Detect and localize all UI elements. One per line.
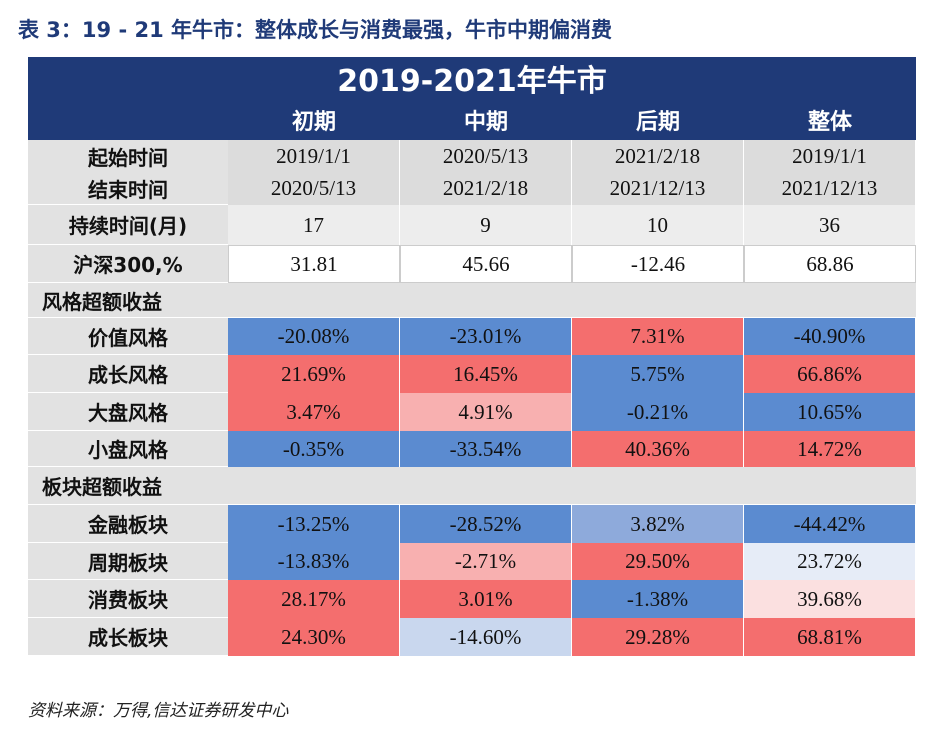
cell: 66.86% [744,355,916,393]
cell: 2021/12/13 [572,172,744,205]
cell: 3.82% [572,505,744,543]
cell: 14.72% [744,431,916,467]
column-header: 后期 [572,99,744,140]
row-label: 持续时间(月) [28,205,228,245]
cell: 3.01% [400,580,572,618]
cell: -1.38% [572,580,744,618]
cell: -13.83% [228,543,400,580]
row-label: 起始时间 [28,140,228,172]
section-row: 板块超额收益 [28,467,916,505]
row-label: 小盘风格 [28,431,228,467]
cell: 3.47% [228,393,400,431]
cell: -33.54% [400,431,572,467]
cell: -28.52% [400,505,572,543]
row-label: 结束时间 [28,172,228,205]
row-label: 周期板块 [28,543,228,580]
cell: -14.60% [400,618,572,656]
cell: -12.46 [572,245,744,283]
row-label: 消费板块 [28,580,228,618]
source: 资料来源：万得,信达证券研发中心 [28,701,289,721]
cell: 23.72% [744,543,916,580]
cell: 16.45% [400,355,572,393]
cell: 2021/12/13 [744,172,916,205]
cell: 17 [228,205,400,245]
cell: 68.86 [744,245,916,283]
cell: 7.31% [572,318,744,355]
cell: 4.91% [400,393,572,431]
cell: -44.42% [744,505,916,543]
column-header: 整体 [744,99,916,140]
cell: -13.25% [228,505,400,543]
cell: 21.69% [228,355,400,393]
cell: 2021/2/18 [400,172,572,205]
column-header: 初期 [228,99,400,140]
cell: 45.66 [400,245,572,283]
row-label: 大盘风格 [28,393,228,431]
cell: 28.17% [228,580,400,618]
cell: 31.81 [228,245,400,283]
row-label: 价值风格 [28,318,228,355]
cell: -20.08% [228,318,400,355]
cell: 29.50% [572,543,744,580]
cell: 10.65% [744,393,916,431]
cell: 5.75% [572,355,744,393]
cell: -2.71% [400,543,572,580]
cell: 2020/5/13 [400,140,572,172]
cell: 29.28% [572,618,744,656]
title: 表 3：19 - 21 年牛市：整体成长与消费最强，牛市中期偏消费 [18,18,613,42]
cell: 39.68% [744,580,916,618]
cell: -23.01% [400,318,572,355]
cell: 40.36% [572,431,744,467]
cell: 2019/1/1 [744,140,916,172]
cell: 2020/5/13 [228,172,400,205]
cell: -40.90% [744,318,916,355]
cell: 10 [572,205,744,245]
section-row: 风格超额收益 [28,283,916,318]
row-label: 沪深300,% [28,245,228,283]
row-label: 金融板块 [28,505,228,543]
cell: 2019/1/1 [228,140,400,172]
cell: -0.21% [572,393,744,431]
banner: 2019-2021年牛市 [28,57,916,99]
row-label: 成长风格 [28,355,228,393]
row-label: 成长板块 [28,618,228,656]
cell: 68.81% [744,618,916,656]
cell: 24.30% [228,618,400,656]
cell: 36 [744,205,916,245]
cell: 2021/2/18 [572,140,744,172]
column-header: 中期 [400,99,572,140]
cell: -0.35% [228,431,400,467]
cell: 9 [400,205,572,245]
